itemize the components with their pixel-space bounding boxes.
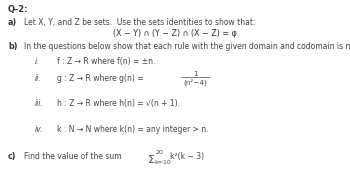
Text: Find the value of the sum: Find the value of the sum: [24, 152, 122, 161]
Text: 1: 1: [193, 71, 197, 77]
Text: g : Z → R where g(n) =: g : Z → R where g(n) =: [57, 74, 144, 83]
Text: ii.: ii.: [35, 74, 42, 83]
Text: iii.: iii.: [35, 99, 44, 108]
Text: Σ: Σ: [148, 155, 155, 165]
Text: c): c): [8, 152, 16, 161]
Text: Let X, Y, and Z be sets.  Use the sets identities to show that:: Let X, Y, and Z be sets. Use the sets id…: [24, 18, 256, 27]
Text: a): a): [8, 18, 17, 27]
Text: k : N → N where k(n) = any integer > n.: k : N → N where k(n) = any integer > n.: [57, 125, 209, 134]
Text: (X − Y) ∩ (Y − Z) ∩ (X − Z) = φ: (X − Y) ∩ (Y − Z) ∩ (X − Z) = φ: [113, 29, 237, 38]
Text: k²(k − 3): k²(k − 3): [170, 152, 204, 161]
Text: f : Z → R where f(n) = ±n.: f : Z → R where f(n) = ±n.: [57, 57, 155, 66]
Text: In the questions below show that each rule with the given domain and codomain is: In the questions below show that each ru…: [24, 42, 350, 51]
Text: iv.: iv.: [35, 125, 43, 134]
Text: 20: 20: [156, 150, 164, 155]
Text: b): b): [8, 42, 18, 51]
Text: i.: i.: [35, 57, 40, 66]
Text: h : Z → R where h(n) = √(n + 1).: h : Z → R where h(n) = √(n + 1).: [57, 99, 180, 108]
Text: k=10: k=10: [154, 160, 171, 165]
Text: (n²−4): (n²−4): [183, 78, 207, 86]
Text: Q–2:: Q–2:: [8, 5, 28, 14]
